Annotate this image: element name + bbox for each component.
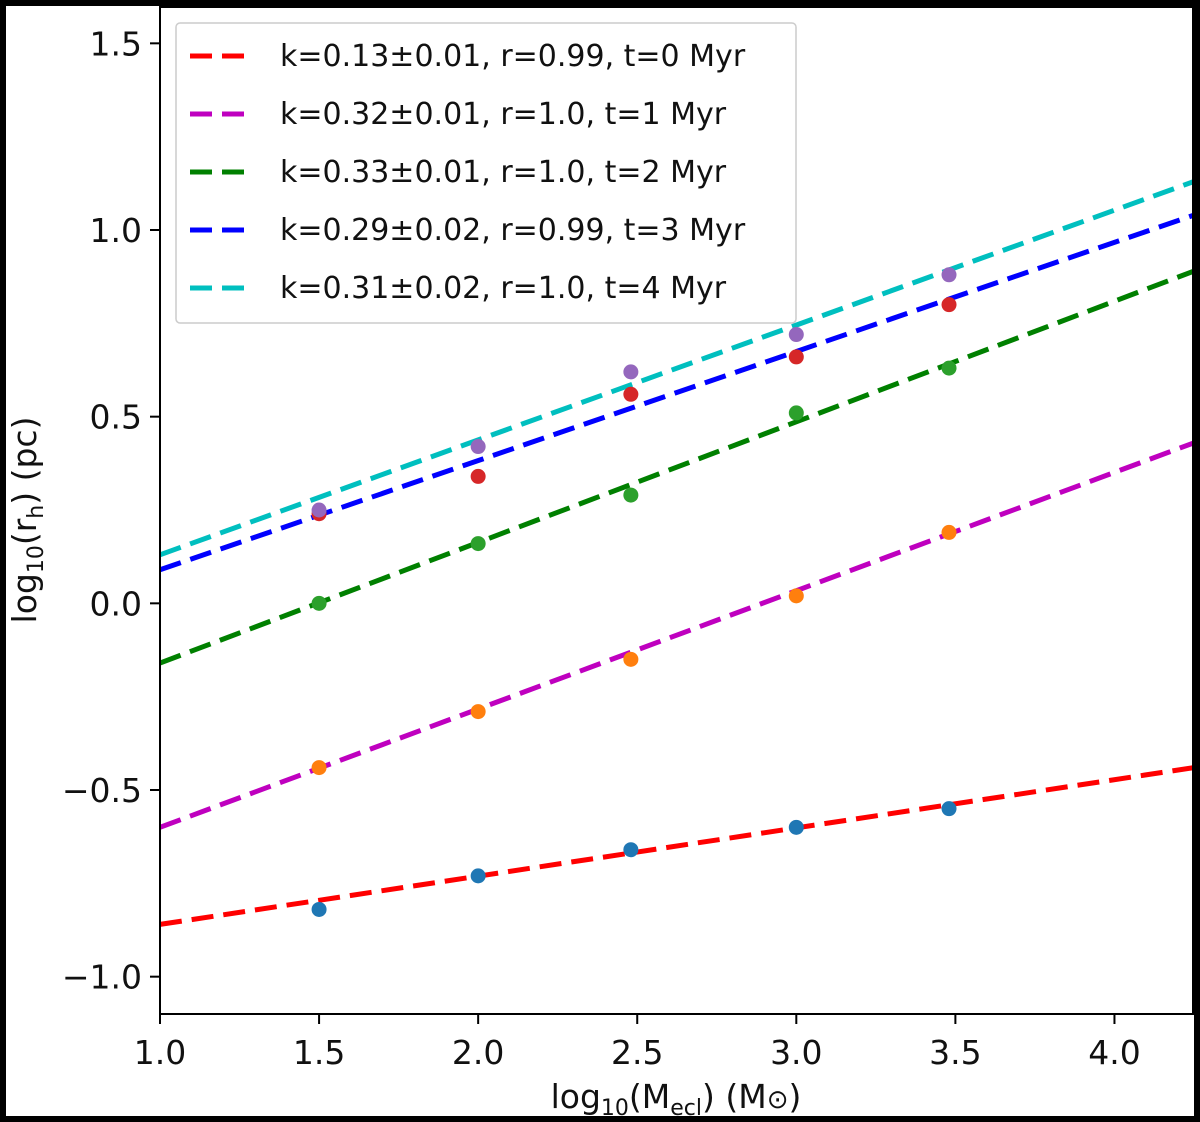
data-point-series-2 — [941, 360, 957, 376]
legend-entry-label: k=0.29±0.02, r=0.99, t=3 Myr — [280, 213, 746, 248]
data-point-series-1 — [311, 760, 327, 776]
plot-area-border — [159, 6, 1194, 1015]
data-point-series-0 — [311, 901, 327, 917]
data-points — [311, 267, 957, 917]
data-point-series-4 — [470, 439, 486, 455]
data-point-series-2 — [311, 595, 327, 611]
figure-frame: 1.0 1.5 2.0 2.5 3.0 3.5 4.0 −1.0 −0.5 0.0 0.5 1.0 1… — [6, 6, 1194, 1116]
scatter-chart: 1.0 1.5 2.0 2.5 3.0 3.5 4.0 −1.0−0.50.00.51.01… — [6, 6, 1194, 1116]
y-tick-label: −0.5 — [62, 771, 142, 810]
legend: k=0.13±0.01, r=0.99, t=0 Myr k=0.32±0.01,… — [175, 22, 797, 324]
x-tick-label: 1.5 — [293, 1033, 345, 1072]
fit-lines — [159, 179, 1194, 927]
data-point-series-1 — [623, 651, 639, 667]
y-axis-label: log10(rh) (pc) — [6, 417, 49, 624]
data-point-series-4 — [623, 364, 639, 380]
data-point-series-1 — [470, 704, 486, 720]
fit-line-series-4 — [159, 179, 1194, 558]
x-tick-label: 4.0 — [1088, 1033, 1140, 1072]
fit-line-series-1 — [159, 440, 1194, 830]
x-tick-label: 3.5 — [929, 1033, 981, 1072]
fit-line-series-3 — [159, 212, 1194, 573]
data-point-series-1 — [941, 524, 957, 540]
x-tick-label: 2.0 — [452, 1033, 504, 1072]
y-tick-label: −1.0 — [62, 958, 142, 997]
x-tick-label: 1.0 — [134, 1033, 186, 1072]
data-point-series-0 — [623, 842, 639, 858]
data-point-series-0 — [941, 801, 957, 817]
data-point-series-2 — [788, 405, 804, 421]
legend-box — [175, 22, 797, 324]
data-point-series-0 — [470, 868, 486, 884]
data-point-series-4 — [941, 267, 957, 283]
data-point-series-2 — [623, 487, 639, 503]
legend-entry-label: k=0.13±0.01, r=0.99, t=0 Myr — [280, 39, 746, 74]
fit-line-series-0 — [159, 765, 1194, 927]
legend-entry-label: k=0.33±0.01, r=1.0, t=2 Myr — [280, 155, 727, 190]
y-tick-label: 0.5 — [90, 398, 142, 437]
y-tick-label: 0.0 — [90, 584, 142, 623]
data-point-series-1 — [788, 588, 804, 604]
data-point-series-3 — [470, 468, 486, 484]
x-axis-ticks: 1.0 1.5 2.0 2.5 3.0 3.5 4.0 — [134, 1014, 1141, 1072]
data-point-series-0 — [788, 819, 804, 835]
data-point-series-4 — [788, 327, 804, 343]
y-axis-ticks: −1.0 −0.5 0.0 0.5 1.0 1.5 — [62, 24, 160, 997]
y-tick-label: 1.0 — [90, 211, 142, 250]
fit-line-series-2 — [159, 268, 1194, 666]
legend-entry-label: k=0.32±0.01, r=1.0, t=1 Myr — [280, 97, 727, 132]
data-point-series-2 — [470, 536, 486, 552]
data-point-series-3 — [623, 386, 639, 402]
data-point-series-3 — [788, 349, 804, 365]
y-tick-label: 1.5 — [90, 24, 142, 63]
data-point-series-3 — [941, 297, 957, 313]
legend-entry-label: k=0.31±0.02, r=1.0, t=4 Myr — [280, 271, 727, 306]
x-axis-label: log10(Mecl) (M⊙) — [551, 1077, 802, 1116]
data-point-series-4 — [311, 502, 327, 518]
x-tick-label: 2.5 — [611, 1033, 663, 1072]
x-tick-label: 3.0 — [770, 1033, 822, 1072]
